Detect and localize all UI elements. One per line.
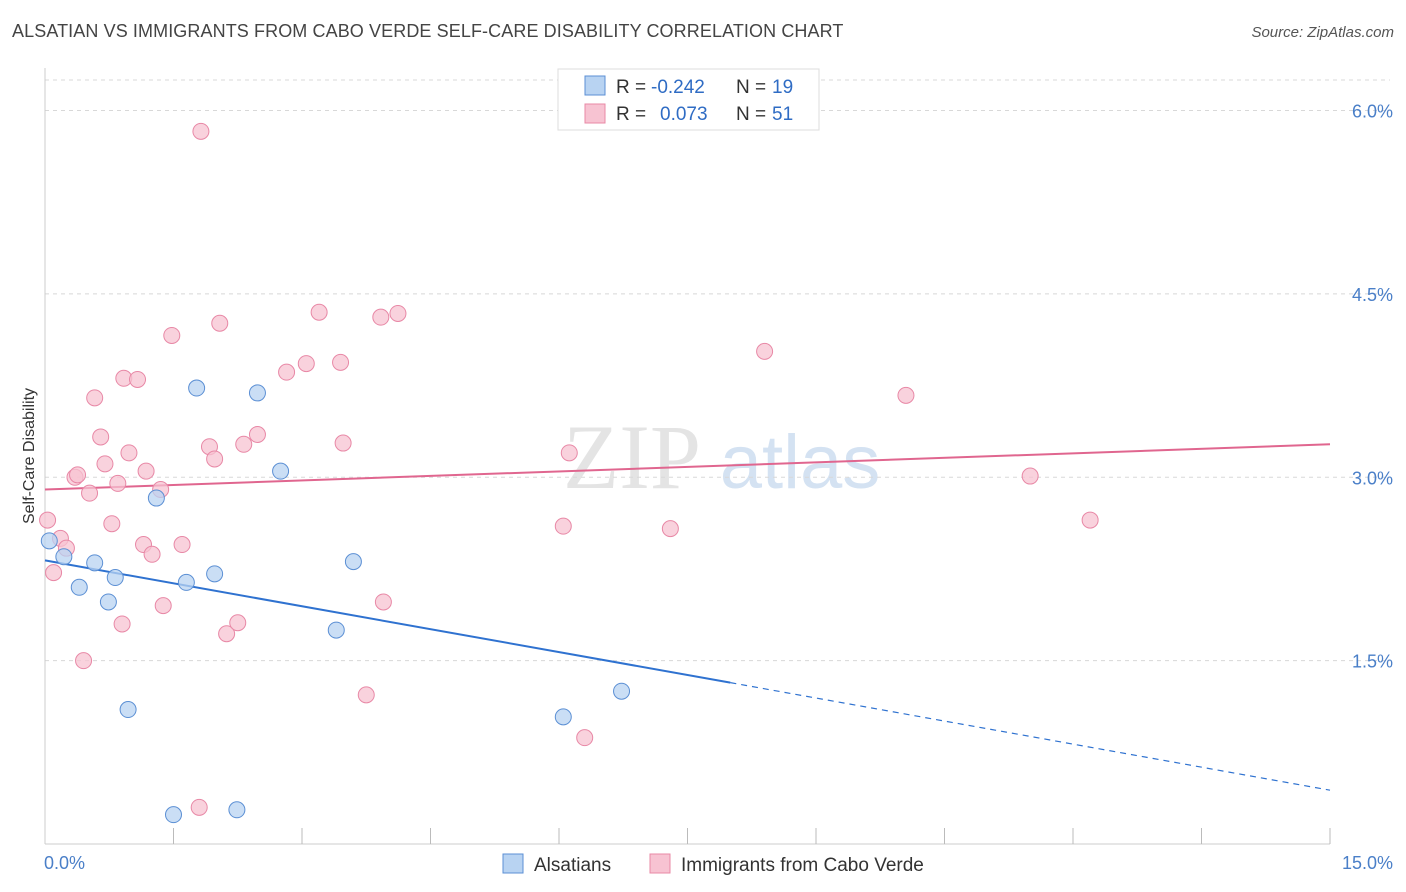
point-cabo-verde [560,444,578,462]
y-tick-label: 4.5% [1352,285,1393,305]
watermark-zip: ZIP [563,406,701,508]
point-cabo-verde [75,652,93,670]
point-cabo-verde [154,597,172,615]
point-cabo-verde [661,520,679,538]
trend-line-alsatians-extension [730,682,1331,791]
point-alsatians [40,532,58,550]
legend-r-label-1: R = [616,77,646,98]
point-alsatians [55,548,73,566]
point-cabo-verde [334,434,352,452]
point-alsatians [99,593,117,611]
point-cabo-verde [192,122,210,140]
point-cabo-verde [45,564,63,582]
trend-lines [44,443,1331,791]
gridlines [45,79,1390,662]
bottom-legend-cabo-verde: Immigrants from Cabo Verde [681,855,924,876]
y-tick-label: 3.0% [1352,468,1393,488]
bottom-legend-swatch-cabo-verde [649,853,671,874]
legend-swatch-alsatians [584,75,606,96]
tick-labels: 1.5% 3.0% 4.5% 6.0% 0.0% 15.0% [44,102,1393,873]
y-tick-label: 1.5% [1352,652,1393,672]
point-alsatians [147,489,165,507]
legend-bottom: Alsatians Immigrants from Cabo Verde [502,853,924,876]
point-cabo-verde [39,511,57,529]
point-alsatians [165,806,182,824]
point-cabo-verde [103,515,121,533]
point-cabo-verde [374,593,392,611]
point-cabo-verde [248,425,266,443]
point-cabo-verde [113,615,131,633]
point-cabo-verde [389,304,407,322]
point-cabo-verde [109,474,127,492]
point-alsatians [228,801,246,819]
point-alsatians [272,462,290,480]
axes [44,68,1331,845]
point-cabo-verde [278,363,296,381]
point-cabo-verde [1081,511,1099,529]
y-tick-label: 6.0% [1352,102,1393,122]
point-alsatians [177,573,195,591]
point-cabo-verde [332,353,350,371]
point-cabo-verde [357,686,375,704]
point-alsatians [554,708,572,726]
point-cabo-verde [206,450,224,468]
legend-r-label-2: R = [616,104,646,125]
point-cabo-verde [96,455,114,473]
point-cabo-verde [190,798,208,816]
point-cabo-verde [229,614,247,632]
legend-n-label-2: N = [736,104,766,125]
point-alsatians [119,701,137,719]
point-cabo-verde [756,342,774,360]
legend-n-value-2: 51 [772,104,793,125]
point-alsatians [248,384,266,402]
point-cabo-verde [297,355,315,373]
source-label: Source: ZipAtlas.com [1251,24,1394,41]
point-alsatians [206,565,224,583]
trend-line-alsatians [44,559,731,684]
point-cabo-verde [137,462,155,480]
legend-swatch-cabo-verde [584,103,606,124]
point-alsatians [327,621,345,639]
point-alsatians [70,578,88,596]
x-tick-label-min: 0.0% [44,853,85,873]
legend-r-value-1: -0.242 [651,77,705,98]
point-cabo-verde [897,386,915,404]
x-tick-label-max: 15.0% [1342,853,1393,873]
point-cabo-verde [120,444,138,462]
legend-n-label-1: N = [736,77,766,98]
legend-r-value-2: 0.073 [660,104,708,125]
point-cabo-verde [92,428,110,446]
point-alsatians [613,682,631,700]
point-cabo-verde [163,326,181,344]
point-cabo-verde [310,303,328,321]
point-cabo-verde [554,517,572,535]
point-alsatians [86,554,104,572]
bottom-legend-alsatians: Alsatians [534,855,611,876]
point-alsatians [188,379,206,397]
legend-n-value-1: 19 [772,77,793,98]
point-cabo-verde [576,729,594,747]
point-cabo-verde [218,625,236,643]
point-cabo-verde [1021,467,1039,485]
point-cabo-verde [129,370,147,388]
point-cabo-verde [235,435,253,453]
point-cabo-verde [211,314,229,332]
point-cabo-verde [143,545,161,563]
point-alsatians [106,569,124,587]
point-cabo-verde [372,308,390,326]
chart-title: ALSATIAN VS IMMIGRANTS FROM CABO VERDE S… [12,21,844,41]
legend-top: R = -0.242 N = 19 R = 0.073 N = 51 [557,68,820,131]
point-cabo-verde [86,389,104,407]
data-points [39,122,1099,824]
point-cabo-verde [173,536,191,554]
point-cabo-verde [69,466,87,484]
point-alsatians [344,553,362,571]
y-axis-label: Self-Care Disability [21,388,38,524]
bottom-legend-swatch-alsatians [502,853,524,874]
point-cabo-verde [81,484,99,502]
trend-line-cabo-verde [44,443,1331,491]
